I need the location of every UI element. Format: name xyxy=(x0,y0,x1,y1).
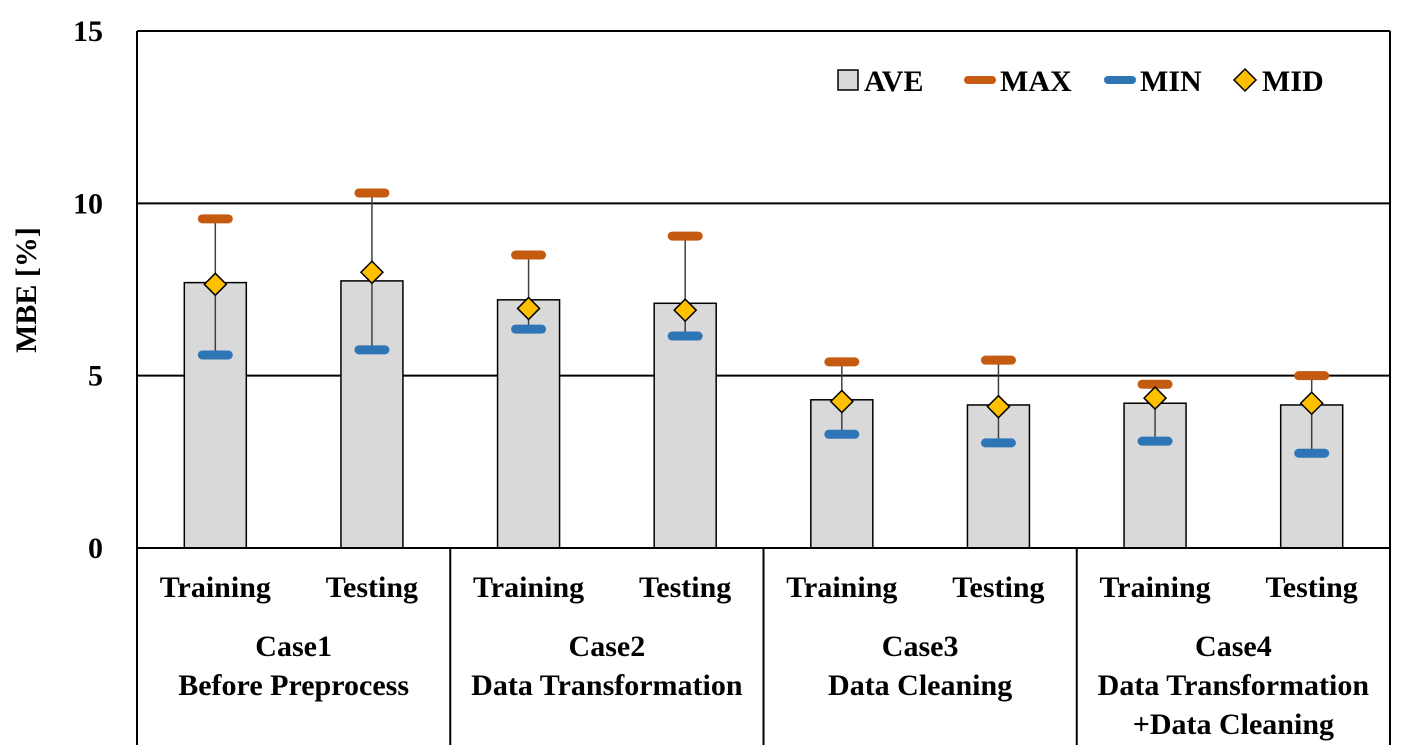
group-label-line1: Case4 xyxy=(1195,630,1272,663)
legend-swatch-ave xyxy=(837,69,859,91)
bar-ave xyxy=(496,299,561,549)
bars xyxy=(183,280,1344,549)
x-category-label: Training xyxy=(473,571,584,604)
bar-ave xyxy=(653,302,717,549)
markers xyxy=(197,188,1330,458)
mid-marker xyxy=(516,296,541,321)
y-tick-label: 0 xyxy=(88,532,103,565)
x-category-label: Training xyxy=(160,571,271,604)
x-category-label: Testing xyxy=(326,571,418,604)
group-label-line1: Case1 xyxy=(255,630,332,663)
legend-label-mid: MID xyxy=(1262,65,1324,98)
x-category-label: Training xyxy=(786,571,897,604)
y-axis: 0 5 10 15 xyxy=(73,15,103,565)
gridlines xyxy=(137,202,1390,377)
mid-marker xyxy=(986,394,1011,419)
group-label-line2: Before Preprocess xyxy=(178,669,409,702)
legend-label-min: MIN xyxy=(1140,65,1202,98)
group-label-line2: Data Cleaning xyxy=(828,669,1012,702)
y-tick-label: 15 xyxy=(73,15,103,48)
group-label-line3: +Data Cleaning xyxy=(1133,708,1334,741)
x-category-label: Testing xyxy=(952,571,1044,604)
y-tick-label: 10 xyxy=(73,187,103,220)
group-label-line2: Data Transformation xyxy=(471,669,743,702)
x-category-label: Testing xyxy=(1266,571,1358,604)
legend-label-max: MAX xyxy=(1000,65,1072,98)
y-axis-title: MBE [%] xyxy=(10,227,43,353)
group-label-line1: Case2 xyxy=(569,630,646,663)
group-label-line2: Data Transformation xyxy=(1098,669,1370,702)
mid-marker xyxy=(1143,386,1168,411)
y-tick-label: 5 xyxy=(88,360,103,393)
mid-marker xyxy=(203,272,228,297)
x-category-label: Testing xyxy=(639,571,731,604)
mid-marker xyxy=(673,298,698,323)
legend-label-ave: AVE xyxy=(864,65,923,98)
x-axis-table: Training Testing Training Testing Training Te… xyxy=(160,548,1391,745)
x-category-label: Training xyxy=(1099,571,1210,604)
mid-marker xyxy=(829,389,854,414)
group-label-line1: Case3 xyxy=(882,630,959,663)
legend-swatch-mid xyxy=(1232,67,1258,93)
mid-marker xyxy=(359,260,384,285)
legend: AVE MAX MIN MID xyxy=(837,65,1324,98)
mid-marker xyxy=(1299,391,1324,416)
